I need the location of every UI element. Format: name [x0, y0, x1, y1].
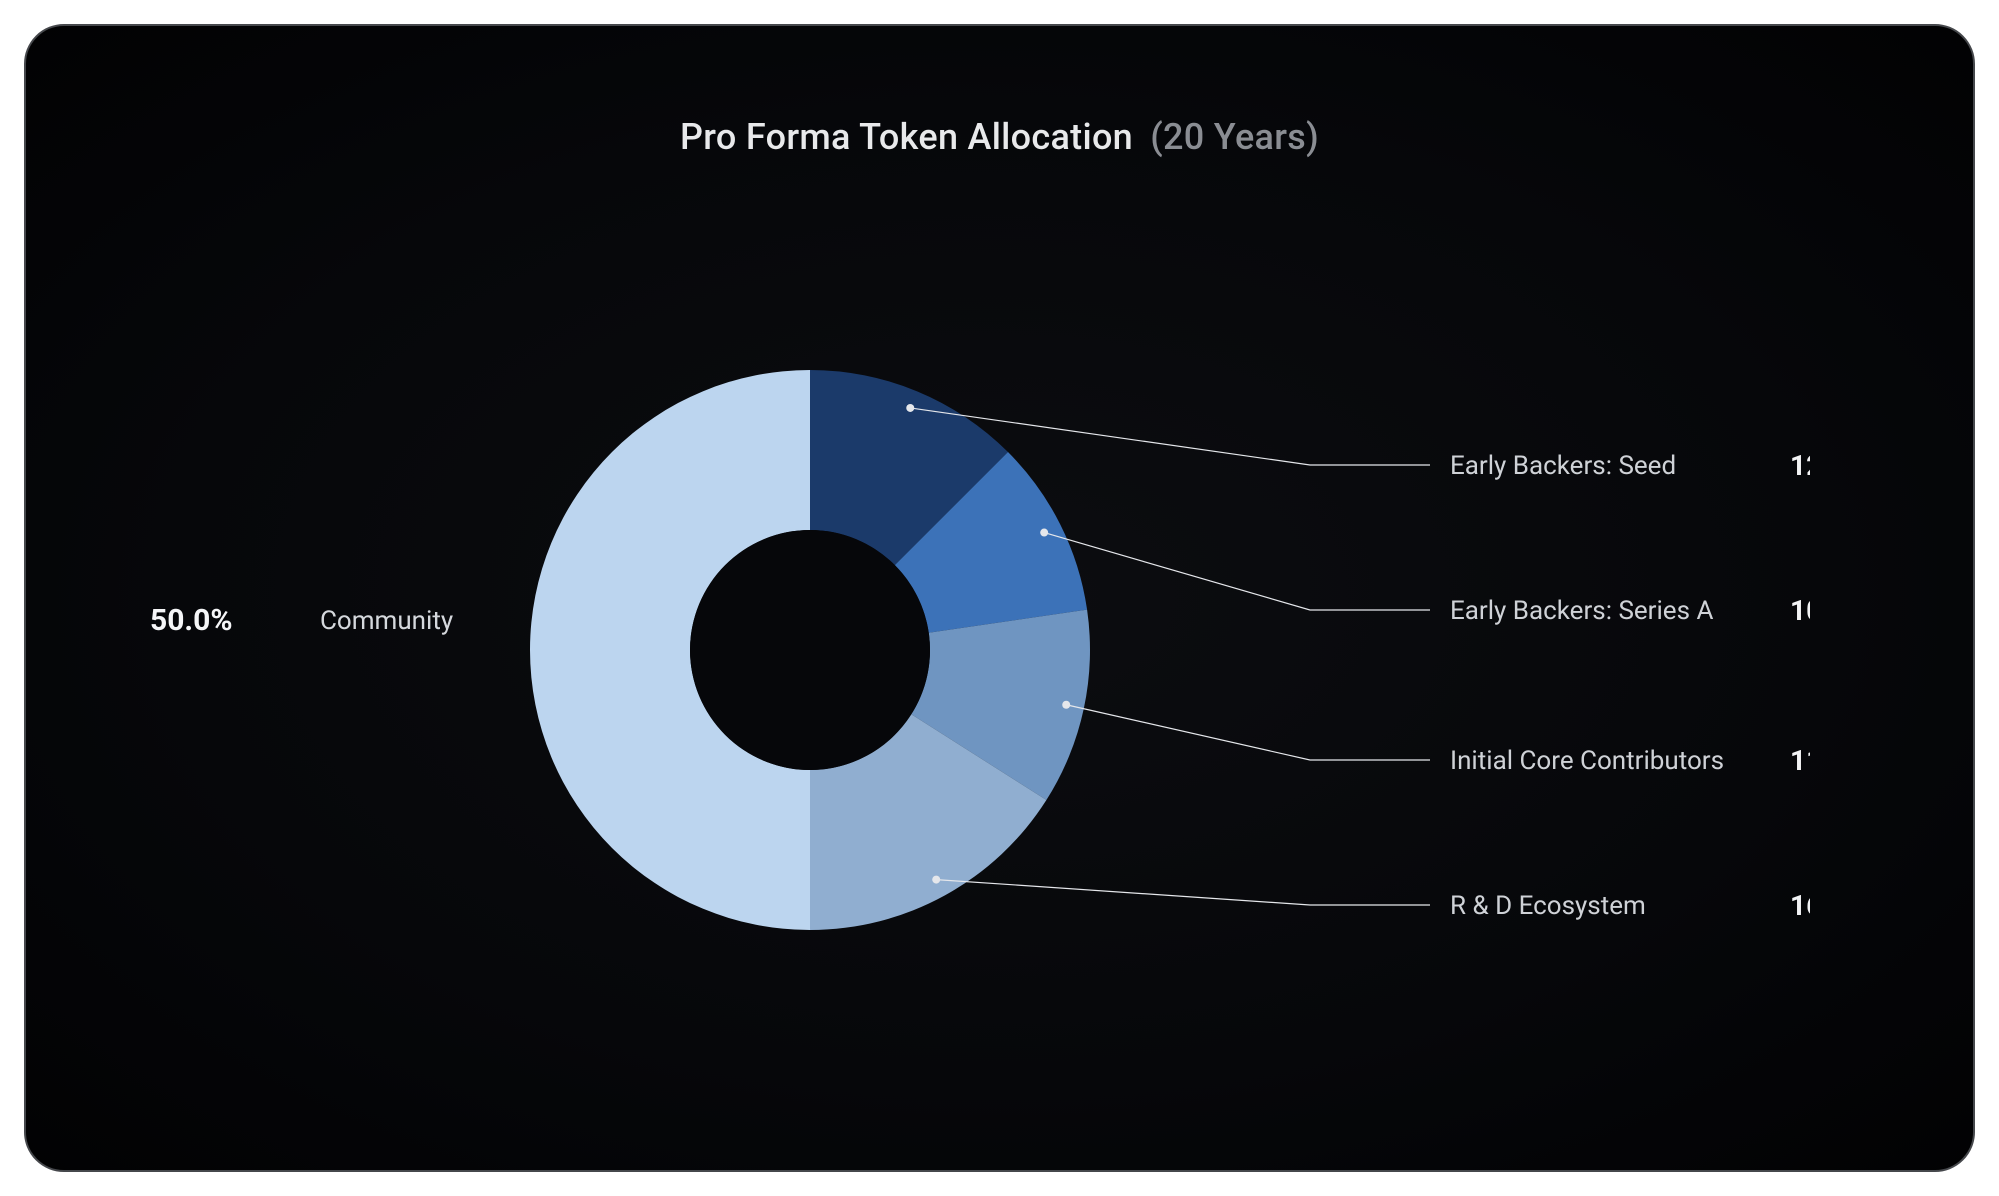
slice-label: Early Backers: Seed — [1450, 451, 1676, 481]
leader-dot-icon — [1040, 529, 1048, 537]
leader-line — [1066, 705, 1430, 760]
slice-value: 12.5% — [1790, 449, 1810, 482]
slice-value: 11.3% — [1790, 744, 1810, 777]
donut-chart: Early Backers: Seed 12.5% Early Backers: S… — [24, 220, 1810, 1120]
slice-value: 50.0% — [150, 603, 233, 638]
slice-label: Community — [320, 606, 453, 636]
chart-card: Pro Forma Token Allocation (20 Years) Ea… — [24, 24, 1975, 1172]
title-main: Pro Forma Token Allocation — [680, 116, 1133, 158]
slice-label: R & D Ecosystem — [1450, 891, 1646, 921]
slice-value: 10.2% — [1790, 594, 1810, 627]
leader-line — [936, 880, 1430, 905]
leader-line — [1044, 533, 1430, 610]
chart-title: Pro Forma Token Allocation (20 Years) — [26, 116, 1973, 158]
slice-label: Initial Core Contributors — [1450, 746, 1724, 776]
donut-hole — [690, 530, 930, 770]
slice-label: Early Backers: Series A — [1450, 596, 1713, 626]
title-sub: (20 Years) — [1150, 116, 1319, 158]
slice-value: 16.0% — [1790, 889, 1810, 922]
